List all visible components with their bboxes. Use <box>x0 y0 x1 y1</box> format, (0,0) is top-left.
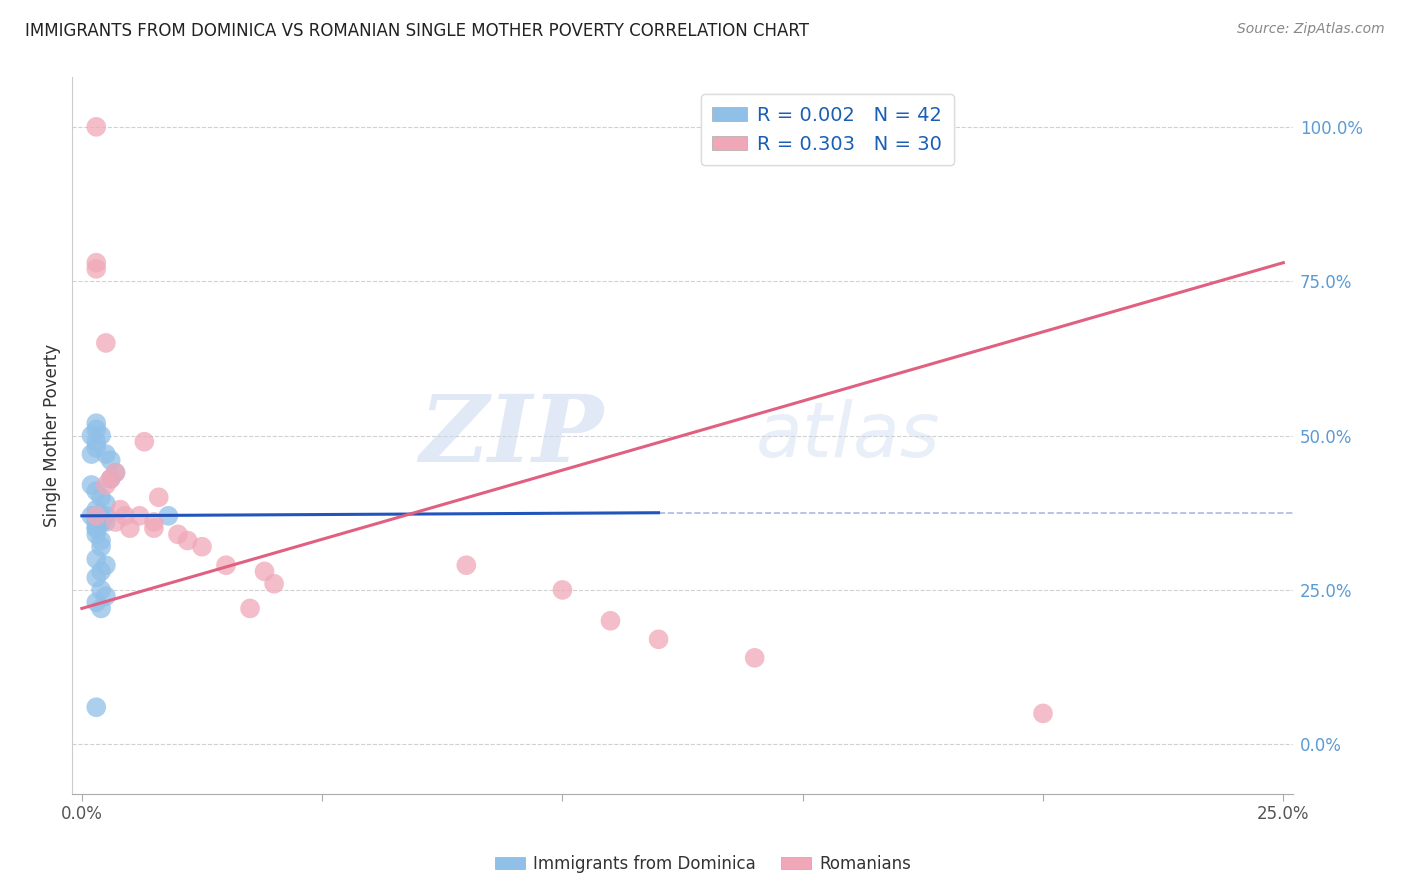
Point <box>94 508 117 523</box>
Point <box>84 434 107 449</box>
Text: atlas: atlas <box>756 399 941 473</box>
Point <box>128 508 150 523</box>
Point <box>84 521 107 535</box>
Point <box>94 496 117 510</box>
Point <box>104 515 127 529</box>
Point <box>647 632 669 647</box>
Y-axis label: Single Mother Poverty: Single Mother Poverty <box>44 344 60 527</box>
Point <box>84 515 107 529</box>
Point <box>90 491 112 505</box>
Text: ZIP: ZIP <box>419 391 603 481</box>
Point <box>215 558 238 573</box>
Point <box>90 533 112 548</box>
Point <box>84 261 107 276</box>
Text: IMMIGRANTS FROM DOMINICA VS ROMANIAN SINGLE MOTHER POVERTY CORRELATION CHART: IMMIGRANTS FROM DOMINICA VS ROMANIAN SIN… <box>25 22 810 40</box>
Point <box>134 434 156 449</box>
Point <box>100 472 122 486</box>
Point <box>94 589 117 603</box>
Point <box>90 515 112 529</box>
Point <box>239 601 262 615</box>
Point <box>84 255 107 269</box>
Point <box>84 521 107 535</box>
Point <box>84 422 107 436</box>
Point <box>176 533 198 548</box>
Point <box>94 558 117 573</box>
Point <box>100 472 122 486</box>
Point <box>90 508 112 523</box>
Point <box>744 650 766 665</box>
Point <box>142 515 165 529</box>
Point <box>114 508 136 523</box>
Point <box>84 527 107 541</box>
Text: Source: ZipAtlas.com: Source: ZipAtlas.com <box>1237 22 1385 37</box>
Point <box>84 502 107 516</box>
Point <box>84 484 107 499</box>
Point <box>90 428 112 442</box>
Point <box>94 447 117 461</box>
Point <box>104 466 127 480</box>
Point <box>90 601 112 615</box>
Point <box>253 565 276 579</box>
Point <box>80 508 103 523</box>
Point <box>94 478 117 492</box>
Point <box>110 502 132 516</box>
Point <box>263 576 285 591</box>
Point <box>191 540 214 554</box>
Point <box>84 441 107 455</box>
Point <box>80 447 103 461</box>
Point <box>84 508 107 523</box>
Point <box>84 508 107 523</box>
Point <box>1032 706 1054 721</box>
Point <box>118 521 141 535</box>
Point <box>84 552 107 566</box>
Point <box>599 614 621 628</box>
Point <box>84 570 107 584</box>
Point <box>90 540 112 554</box>
Legend: R = 0.002   N = 42, R = 0.303   N = 30: R = 0.002 N = 42, R = 0.303 N = 30 <box>700 95 953 165</box>
Point <box>90 582 112 597</box>
Legend: Immigrants from Dominica, Romanians: Immigrants from Dominica, Romanians <box>488 848 918 880</box>
Point <box>84 416 107 430</box>
Point <box>157 508 180 523</box>
Point <box>80 428 103 442</box>
Point <box>94 335 117 350</box>
Point <box>84 595 107 609</box>
Point <box>90 515 112 529</box>
Point <box>90 565 112 579</box>
Point <box>148 491 170 505</box>
Point <box>84 508 107 523</box>
Point <box>100 453 122 467</box>
Point <box>94 515 117 529</box>
Point <box>551 582 574 597</box>
Point <box>84 515 107 529</box>
Point <box>167 527 190 541</box>
Point <box>84 700 107 714</box>
Point <box>84 508 107 523</box>
Point <box>456 558 478 573</box>
Point <box>84 120 107 134</box>
Point <box>104 466 127 480</box>
Point <box>80 478 103 492</box>
Point <box>142 521 165 535</box>
